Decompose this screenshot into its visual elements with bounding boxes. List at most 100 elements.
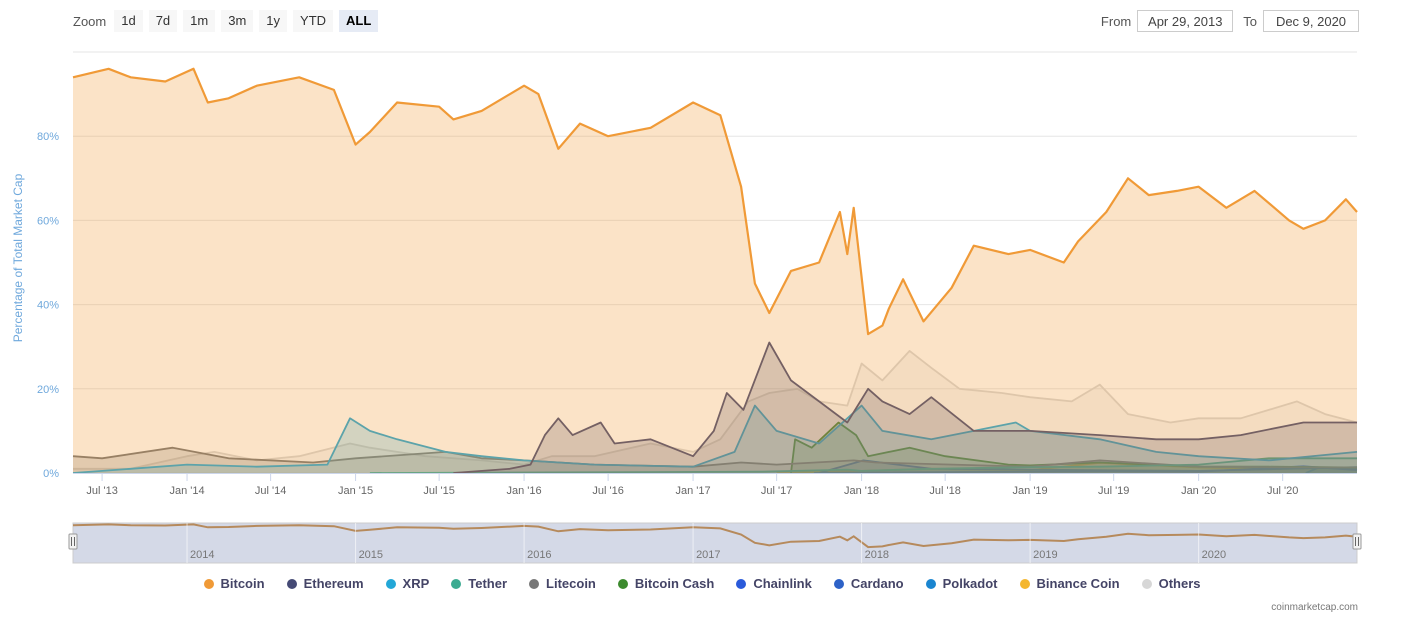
legend-marker bbox=[529, 578, 540, 589]
zoom-ytd-button[interactable]: YTD bbox=[293, 10, 334, 32]
legend-marker bbox=[736, 578, 747, 589]
x-tick-label: Jul '17 bbox=[761, 485, 792, 497]
area-xrp bbox=[73, 405, 1357, 473]
y-tick-label: 40% bbox=[37, 300, 59, 312]
line-ethereum[interactable] bbox=[453, 341, 1357, 474]
zoom-1y-button[interactable]: 1y bbox=[259, 10, 288, 32]
x-tick-label: Jul '19 bbox=[1098, 485, 1129, 497]
line-bitcoin[interactable] bbox=[72, 67, 1358, 336]
navigator-year-label: 2016 bbox=[527, 549, 551, 561]
legend-label: Litecoin bbox=[546, 576, 596, 591]
credit-text: coinmarketcap.com bbox=[1271, 602, 1358, 613]
y-axis-title: Percentage of Total Market Cap bbox=[11, 173, 25, 342]
legend-label: Binance Coin bbox=[1036, 576, 1120, 591]
series-areas bbox=[72, 67, 1358, 474]
legend-label: Bitcoin Cash bbox=[634, 576, 715, 591]
legend-marker bbox=[385, 578, 396, 589]
legend-marker bbox=[286, 578, 297, 589]
dominance-chart: 0% 20% 40% 60% 80% Jul '13 Jan '14 Jul '14 Jan … bbox=[11, 51, 1362, 564]
navigator-right-handle[interactable] bbox=[1352, 533, 1362, 550]
legend-item-xrp[interactable]: XRP bbox=[385, 576, 430, 591]
y-axis: 0% 20% 40% 60% 80% bbox=[37, 131, 59, 480]
series-tether bbox=[369, 457, 1357, 474]
navigator-year-label: 2015 bbox=[359, 549, 383, 561]
zoom-1m-button[interactable]: 1m bbox=[183, 10, 216, 32]
to-label: To bbox=[1243, 13, 1257, 29]
x-tick-label: Jan '16 bbox=[507, 485, 542, 497]
area-ethereum bbox=[453, 342, 1357, 473]
y-tick-label: 0% bbox=[43, 468, 59, 480]
series-ethereum bbox=[453, 341, 1357, 474]
legend-item-chainlink[interactable]: Chainlink bbox=[736, 576, 812, 591]
x-tick-label: Jan '20 bbox=[1181, 485, 1216, 497]
x-tick-label: Jan '19 bbox=[1013, 485, 1048, 497]
navigator-mask[interactable] bbox=[72, 522, 1358, 564]
x-tick-label: Jul '15 bbox=[423, 485, 454, 497]
area-bitcoin-cash bbox=[791, 422, 1357, 473]
legend-marker bbox=[925, 578, 936, 589]
legend-label: Bitcoin bbox=[220, 576, 265, 591]
legend-item-bitcoin[interactable]: Bitcoin bbox=[203, 576, 265, 591]
series-others bbox=[73, 350, 1358, 473]
series-bitcoin bbox=[72, 67, 1358, 474]
x-tick-label: Jul '16 bbox=[592, 485, 623, 497]
legend-item-bitcoin-cash[interactable]: Bitcoin Cash bbox=[617, 576, 715, 591]
navigator-year-label: 2020 bbox=[1202, 549, 1226, 561]
legend-item-ethereum[interactable]: Ethereum bbox=[286, 576, 364, 591]
area-tether bbox=[369, 458, 1357, 473]
legend-marker bbox=[1019, 578, 1030, 589]
legend-item-others[interactable]: Others bbox=[1141, 576, 1201, 591]
x-tick-label: Jul '18 bbox=[929, 485, 960, 497]
zoom-1d-button[interactable]: 1d bbox=[114, 10, 143, 32]
navigator-year-label: 2019 bbox=[1033, 549, 1057, 561]
legend-label: Ethereum bbox=[303, 576, 364, 591]
x-tick-label: Jan '15 bbox=[338, 485, 373, 497]
x-tick-label: Jul '20 bbox=[1267, 485, 1298, 497]
zoom-bar: Zoom 1d 7d 1m 3m 1y YTD ALL bbox=[73, 9, 384, 33]
zoom-label: Zoom bbox=[73, 13, 107, 29]
legend-label: Others bbox=[1158, 576, 1201, 591]
legend-item-binance-coin[interactable]: Binance Coin bbox=[1019, 576, 1120, 591]
line-others[interactable] bbox=[73, 350, 1358, 470]
legend-marker bbox=[833, 578, 844, 589]
x-tick-label: Jan '14 bbox=[169, 485, 204, 497]
y-tick-label: 20% bbox=[37, 384, 59, 396]
legend: Bitcoin Ethereum XRP Tether Litecoin Bitcoin … bbox=[0, 576, 1404, 591]
legend-item-cardano[interactable]: Cardano bbox=[833, 576, 904, 591]
x-tick-label: Jan '17 bbox=[675, 485, 710, 497]
navigator-year-label: 2017 bbox=[696, 549, 720, 561]
y-tick-label: 60% bbox=[37, 215, 59, 227]
legend-label: Cardano bbox=[850, 576, 904, 591]
x-tick-label: Jul '14 bbox=[255, 485, 286, 497]
legend-label: XRP bbox=[402, 576, 430, 591]
area-bitcoin bbox=[73, 68, 1357, 474]
legend-marker bbox=[1141, 578, 1152, 589]
legend-item-polkadot[interactable]: Polkadot bbox=[925, 576, 998, 591]
x-tick-label: Jan '18 bbox=[844, 485, 879, 497]
from-label: From bbox=[1100, 13, 1132, 29]
navigator-series bbox=[72, 523, 1358, 549]
line-xrp[interactable] bbox=[72, 404, 1358, 474]
zoom-3m-button[interactable]: 3m bbox=[221, 10, 254, 32]
x-axis: Jul '13 Jan '14 Jul '14 Jan '15 Jul '15 Jan '… bbox=[73, 473, 1357, 497]
legend-label: Polkadot bbox=[942, 576, 998, 591]
line-tether[interactable] bbox=[369, 457, 1357, 474]
legend-marker bbox=[617, 578, 628, 589]
to-date-input[interactable] bbox=[1263, 10, 1359, 32]
area-others bbox=[73, 350, 1357, 473]
legend-label: Tether bbox=[468, 576, 508, 591]
y-tick-label: 80% bbox=[37, 131, 59, 143]
navigator[interactable]: 2014 2015 2016 2017 2018 2019 2020 bbox=[68, 522, 1362, 564]
legend-marker bbox=[451, 578, 462, 589]
navigator-year-label: 2014 bbox=[190, 549, 214, 561]
zoom-all-button[interactable]: ALL bbox=[339, 10, 379, 32]
navigator-left-handle[interactable] bbox=[68, 533, 78, 550]
legend-item-tether[interactable]: Tether bbox=[451, 576, 507, 591]
zoom-7d-button[interactable]: 7d bbox=[148, 10, 178, 32]
from-date-input[interactable] bbox=[1137, 10, 1234, 32]
legend-item-litecoin[interactable]: Litecoin bbox=[529, 576, 596, 591]
series-xrp bbox=[72, 404, 1358, 474]
x-tick-label: Jul '13 bbox=[86, 485, 117, 497]
date-range: From To bbox=[1091, 9, 1359, 33]
navigator-year-label: 2018 bbox=[865, 549, 889, 561]
